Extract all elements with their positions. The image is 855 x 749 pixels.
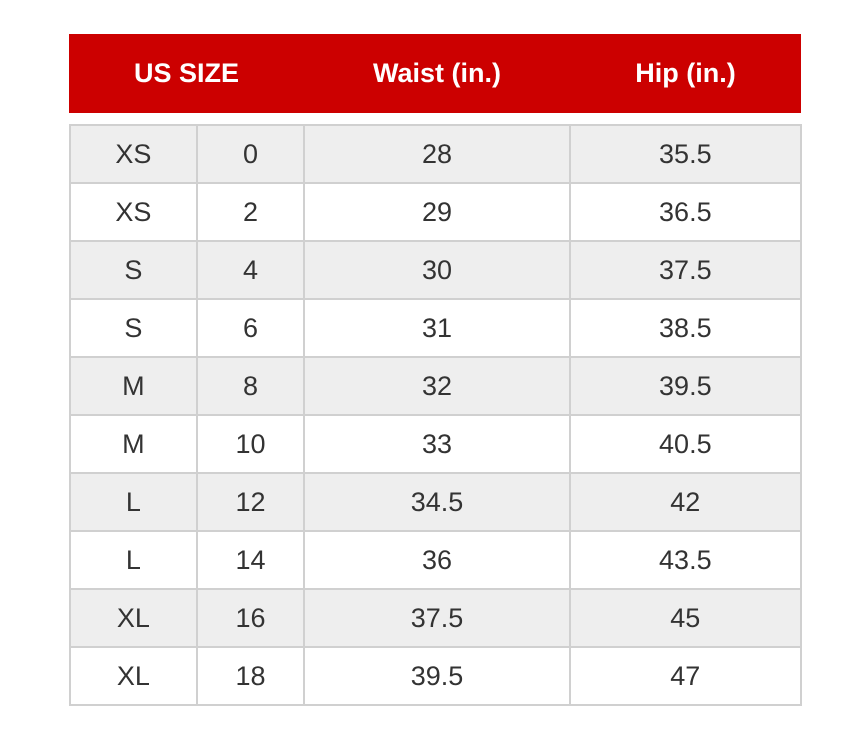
table-row: L 14 36 43.5 xyxy=(69,530,803,590)
cell-waist: 32 xyxy=(303,356,571,416)
cell-hip: 35.5 xyxy=(568,124,803,184)
table-row: XS 2 29 36.5 xyxy=(69,182,803,242)
size-chart-table: XS 0 28 35.5 XS 2 29 36.5 S 4 30 37.5 S 6 31 38.5 M 8 32 39… xyxy=(69,124,803,706)
cell-letter: S xyxy=(69,240,198,300)
cell-hip: 47 xyxy=(568,646,803,706)
table-row: XL 16 37.5 45 xyxy=(69,588,803,648)
cell-letter: XL xyxy=(69,588,198,648)
cell-letter: S xyxy=(69,298,198,358)
table-row: XS 0 28 35.5 xyxy=(69,124,803,184)
cell-letter: XS xyxy=(69,182,198,242)
cell-hip: 37.5 xyxy=(568,240,803,300)
cell-waist: 33 xyxy=(303,414,571,474)
cell-hip: 45 xyxy=(568,588,803,648)
cell-number: 4 xyxy=(195,240,306,300)
cell-hip: 36.5 xyxy=(568,182,803,242)
cell-waist: 28 xyxy=(303,124,571,184)
header-hip: Hip (in.) xyxy=(635,58,736,88)
size-chart-header: US SIZE Waist (in.) Hip (in.) xyxy=(69,34,801,113)
cell-number: 6 xyxy=(195,298,306,358)
cell-letter: XL xyxy=(69,646,198,706)
cell-hip: 38.5 xyxy=(568,298,803,358)
header-us-size: US SIZE xyxy=(133,58,240,88)
cell-number: 8 xyxy=(195,356,306,416)
cell-waist: 39.5 xyxy=(303,646,571,706)
cell-hip: 40.5 xyxy=(568,414,803,474)
cell-waist: 29 xyxy=(303,182,571,242)
cell-number: 12 xyxy=(195,472,306,532)
table-row: M 10 33 40.5 xyxy=(69,414,803,474)
cell-number: 10 xyxy=(195,414,306,474)
cell-number: 18 xyxy=(195,646,306,706)
cell-waist: 37.5 xyxy=(303,588,571,648)
cell-waist: 31 xyxy=(303,298,571,358)
cell-letter: XS xyxy=(69,124,198,184)
cell-letter: M xyxy=(69,414,198,474)
cell-number: 0 xyxy=(195,124,306,184)
cell-letter: L xyxy=(69,472,198,532)
cell-hip: 43.5 xyxy=(568,530,803,590)
cell-number: 2 xyxy=(195,182,306,242)
table-row: L 12 34.5 42 xyxy=(69,472,803,532)
cell-letter: M xyxy=(69,356,198,416)
table-row: S 6 31 38.5 xyxy=(69,298,803,358)
header-waist: Waist (in.) xyxy=(373,58,501,88)
cell-waist: 30 xyxy=(303,240,571,300)
cell-hip: 42 xyxy=(568,472,803,532)
table-row: S 4 30 37.5 xyxy=(69,240,803,300)
cell-waist: 36 xyxy=(303,530,571,590)
cell-letter: L xyxy=(69,530,198,590)
cell-waist: 34.5 xyxy=(303,472,571,532)
table-row: XL 18 39.5 47 xyxy=(69,646,803,706)
cell-number: 14 xyxy=(195,530,306,590)
cell-hip: 39.5 xyxy=(568,356,803,416)
table-row: M 8 32 39.5 xyxy=(69,356,803,416)
cell-number: 16 xyxy=(195,588,306,648)
